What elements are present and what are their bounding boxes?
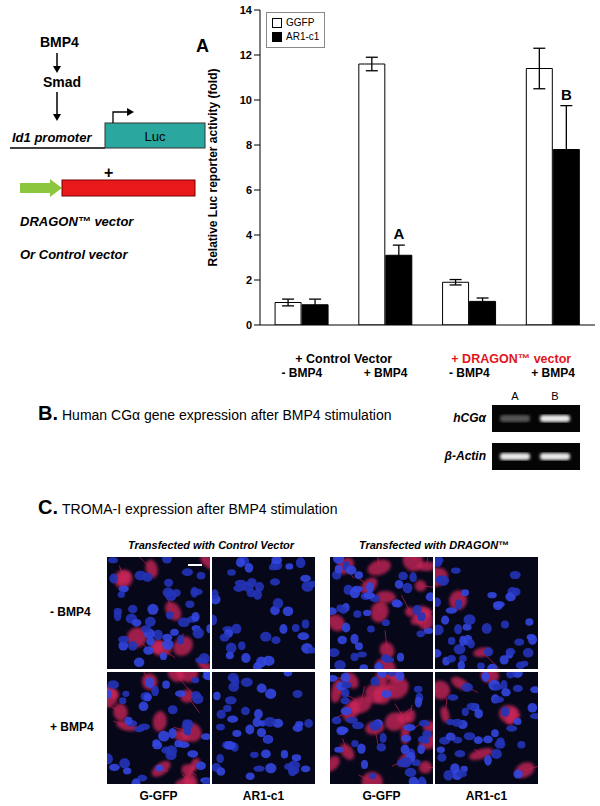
- svg-text:A: A: [196, 36, 209, 56]
- svg-text:0: 0: [246, 319, 252, 331]
- svg-text:A: A: [393, 225, 404, 242]
- svg-text:B: B: [561, 86, 572, 103]
- html-text:- BMP4: - BMP4: [50, 605, 91, 619]
- svg-text:Smad: Smad: [43, 74, 81, 90]
- html-text:C. TROMA-I expression after BM: C. TROMA-I expression after BMP4 stimula…: [38, 496, 338, 518]
- svg-text:+ BMP4: + BMP4: [531, 366, 575, 380]
- svg-text:4: 4: [246, 229, 253, 241]
- svg-text:+ Control Vector: + Control Vector: [295, 352, 392, 366]
- svg-text:hCGα: hCGα: [453, 411, 486, 425]
- svg-text:6: 6: [246, 184, 252, 196]
- html-text:+ BMP4: + BMP4: [50, 720, 94, 734]
- html-text:AR1-c1: AR1-c1: [465, 789, 508, 803]
- svg-text:- BMP4: - BMP4: [449, 366, 490, 380]
- svg-text:B: B: [551, 390, 558, 402]
- svg-text:8: 8: [246, 139, 252, 151]
- html-text:G-GFP: G-GFP: [362, 789, 401, 803]
- svg-text:β-Actin: β-Actin: [444, 449, 486, 463]
- html-text:AR1-c1: AR1-c1: [286, 31, 320, 42]
- svg-text:+ BMP4: + BMP4: [364, 366, 408, 380]
- svg-text:2: 2: [246, 274, 252, 286]
- html-text:AR1-c1: AR1-c1: [242, 789, 285, 803]
- svg-text:+: +: [104, 164, 113, 181]
- svg-text:+ DRAGON™ vector: + DRAGON™ vector: [451, 352, 571, 366]
- html-text:GGFP: GGFP: [286, 17, 315, 28]
- svg-text:10: 10: [240, 94, 252, 106]
- svg-text:DRAGON™ vector: DRAGON™ vector: [20, 214, 134, 229]
- svg-text:BMP4: BMP4: [40, 34, 79, 50]
- svg-text:14: 14: [240, 4, 253, 16]
- html-text:Transfected with Control Vecto: Transfected with Control Vector: [127, 539, 295, 551]
- svg-text:- BMP4: - BMP4: [282, 366, 323, 380]
- html-text:B. Human CGα gene expression a: B. Human CGα gene expression after BMP4 …: [38, 402, 392, 424]
- svg-text:Or Control vector: Or Control vector: [20, 247, 129, 262]
- svg-text:12: 12: [240, 49, 252, 61]
- html-text:G-GFP: G-GFP: [139, 789, 178, 803]
- svg-text:Id1 promoter: Id1 promoter: [12, 130, 92, 145]
- svg-text:Luc: Luc: [145, 129, 166, 144]
- html-text:Transfected with DRAGON™: Transfected with DRAGON™: [358, 539, 510, 551]
- svg-text:A: A: [511, 390, 519, 402]
- svg-text:Relative Luc reporter activity: Relative Luc reporter activity (fold): [206, 68, 220, 266]
